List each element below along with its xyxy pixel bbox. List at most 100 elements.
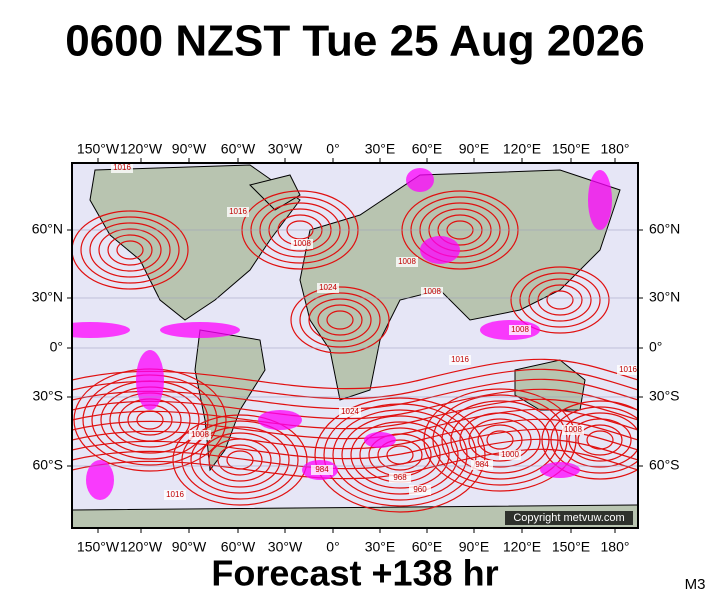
precip-patch <box>72 322 130 338</box>
isobar-label: 1008 <box>423 287 441 296</box>
isobar-labels: 1016 1016 1008 1024 1008 1008 1008 1024 984 968 96… <box>111 163 638 500</box>
lon-label-bottom: 150°E <box>552 539 590 555</box>
copyright: Copyright metvuw.com <box>513 512 624 524</box>
precip-patch <box>406 168 434 192</box>
isobar-label-bg <box>389 473 411 483</box>
isobar-label: 1008 <box>511 325 529 334</box>
lon-label-bottom: 30°E <box>365 539 396 555</box>
land <box>72 164 638 528</box>
isobar <box>98 228 162 272</box>
isobar-label: 1008 <box>398 257 416 266</box>
lat-label-right: 30°S <box>649 388 680 404</box>
lon-label-top: 90°E <box>459 141 490 157</box>
lon-label-bottom: 90°W <box>172 539 207 555</box>
isobar <box>72 398 638 430</box>
lon-label-top: 150°E <box>552 141 590 157</box>
isobar <box>172 414 308 506</box>
title: 0600 NZST Tue 25 Aug 2026 <box>65 17 645 66</box>
precip-patch <box>540 462 580 478</box>
precip-patch <box>136 350 164 410</box>
isobar-label: 984 <box>475 460 489 469</box>
isobar <box>299 292 381 348</box>
isobar-label-bg <box>311 465 333 475</box>
isobar <box>72 408 638 440</box>
isobar <box>519 272 601 328</box>
isobar <box>116 240 144 260</box>
isobar <box>107 234 153 266</box>
lon-label-bottom: 150°W <box>77 539 120 555</box>
lat-label-left: 30°N <box>32 289 63 305</box>
isobar-label: 1016 <box>229 207 247 216</box>
copyright-box <box>505 511 633 525</box>
isobar-label-bg <box>562 425 584 435</box>
isobar <box>341 415 459 495</box>
footer: Forecast +138 hr <box>211 553 498 594</box>
lon-label-bottom: 60°W <box>221 539 256 555</box>
lon-label-top: 0° <box>326 141 339 157</box>
isobar-label-bg <box>617 365 638 375</box>
isobar <box>217 444 263 476</box>
isobar-label-bg <box>339 407 361 417</box>
lon-label-top: 60°W <box>221 141 256 157</box>
lon-label-top: 60°E <box>412 141 443 157</box>
isobar <box>72 438 638 470</box>
isobar-label-bg <box>509 325 531 335</box>
model: M3 <box>685 576 706 593</box>
isobar-label: 984 <box>315 465 329 474</box>
isobar-label: 1024 <box>341 407 359 416</box>
precip-patch <box>588 170 612 230</box>
isobar <box>72 210 189 290</box>
lon-label-top: 30°W <box>268 141 303 157</box>
isobar-label-bg <box>227 207 249 217</box>
isobar <box>486 430 514 450</box>
map-area: 1016 1016 1008 1024 1008 1008 1008 1024 984 968 96… <box>72 163 638 528</box>
isobar <box>423 388 577 492</box>
isobar <box>326 310 354 330</box>
isobar <box>308 298 372 342</box>
isobar-label: 1016 <box>619 365 637 374</box>
isobar <box>72 388 638 420</box>
isobar <box>541 400 638 480</box>
lon-label-top: 120°E <box>503 141 541 157</box>
isobar-label-bg <box>396 257 418 267</box>
lat-label-right: 30°N <box>649 289 680 305</box>
isobar-label: 1008 <box>293 239 311 248</box>
lon-label-bottom: 120°W <box>120 539 163 555</box>
lon-label-top: 120°W <box>120 141 163 157</box>
isobar <box>181 420 299 500</box>
isobar <box>377 439 423 471</box>
isobar-label-bg <box>409 485 431 495</box>
precip-patch <box>258 410 302 430</box>
lon-label-bottom: 120°E <box>503 539 541 555</box>
isobar-label: 960 <box>413 485 427 494</box>
isobar <box>350 421 450 489</box>
lat-label-left: 60°N <box>32 221 63 237</box>
lon-label-top: 90°W <box>172 141 207 157</box>
isobar <box>72 368 638 400</box>
isobar-label-bg <box>111 163 133 173</box>
isobar <box>546 290 574 310</box>
isobar <box>72 418 638 450</box>
precip-patch <box>420 236 460 264</box>
isobar <box>510 266 610 334</box>
precipitation <box>72 168 612 500</box>
lon-label-bottom: 60°E <box>412 539 443 555</box>
isobar-label-bg <box>499 450 521 460</box>
isobar-label: 968 <box>393 473 407 482</box>
lon-label-top: 30°E <box>365 141 396 157</box>
precip-patch <box>86 460 114 500</box>
lon-label-bottom: 180° <box>601 539 630 555</box>
isobar <box>89 222 171 278</box>
map-frame <box>71 162 639 529</box>
precip-patch <box>364 432 396 448</box>
lon-label-top: 150°W <box>77 141 120 157</box>
isobar-label: 1008 <box>564 425 582 434</box>
lat-label-left: 0° <box>50 339 63 355</box>
isobar-label: 1016 <box>451 355 469 364</box>
isobar-label: 1024 <box>319 283 337 292</box>
isobar <box>577 424 623 456</box>
isobar-label-bg <box>291 239 313 249</box>
isobar <box>528 278 592 322</box>
